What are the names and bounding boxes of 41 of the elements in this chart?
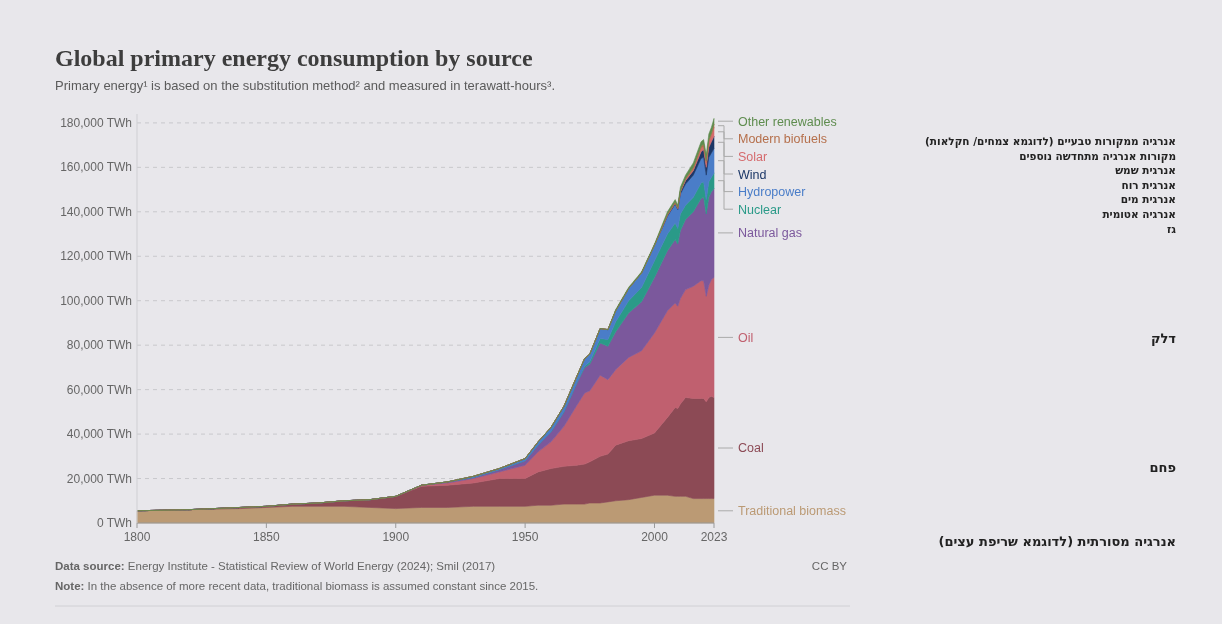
y-tick-label: 60,000 TWh — [66, 382, 132, 397]
text: Wind — [738, 167, 767, 182]
source-note: Data source: Energy Institute - Statistical Review of World Energy (2024); Smil (2017) — [55, 560, 496, 572]
text: מקורות אנרגיה מתחדשה נוספים — [1019, 149, 1176, 163]
x-tick-label: 2023 — [700, 530, 728, 544]
y-tick-label: 160,000 TWh — [60, 160, 132, 175]
x-tick-label: 1950 — [511, 530, 539, 544]
series-label: Coal — [738, 441, 764, 456]
text: אנרגית שמש — [1115, 164, 1176, 177]
text: פחם — [1149, 460, 1176, 475]
text: Solar — [738, 149, 768, 164]
text: אנרגיה אטומית — [1102, 208, 1176, 220]
y-tick-label: 80,000 TWh — [66, 338, 132, 353]
series-label: Other renewables — [738, 114, 837, 129]
text: Note: In the absence of more recent data, traditional biomass is assumed constant since 2015. — [55, 580, 539, 592]
text: CC BY — [811, 560, 848, 572]
text: אנרגית מים — [1120, 193, 1176, 206]
x-tick-label: 1800 — [123, 530, 151, 544]
y-tick-label: 140,000 TWh — [60, 204, 132, 219]
x-tick-label: 2000 — [641, 530, 669, 544]
text: גז — [1167, 222, 1177, 235]
x-tick-label: 1850 — [253, 530, 281, 544]
series-label: Modern biofuels — [738, 132, 827, 147]
chart-subtitle: Primary energy¹ is based on the substitution method² and measured in terawatt-hours³. — [55, 78, 556, 93]
y-tick-label: 180,000 TWh — [60, 115, 132, 130]
text: Nuclear — [738, 202, 782, 217]
chart-title: Global primary energy consumption by source — [55, 45, 533, 71]
y-tick-label: 100,000 TWh — [60, 293, 132, 308]
text: דלק — [1150, 331, 1177, 346]
text: אנרגיה מסורתית (לדוגמא שריפת עצים) — [938, 534, 1176, 549]
text: Hydropower — [738, 185, 806, 200]
series-label: Natural gas — [738, 226, 802, 241]
x-tick-label: 1900 — [382, 530, 410, 544]
text: אנרגיה ממקורות טבעיים (לדוגמא צמחים/ חקלאות) — [925, 135, 1176, 148]
series-label: Traditional biomass — [738, 504, 846, 519]
text: אנרגית רוח — [1121, 178, 1176, 191]
series-label: Oil — [738, 330, 754, 345]
y-tick-label: 0 TWh — [96, 516, 132, 530]
y-tick-label: 120,000 TWh — [60, 249, 132, 264]
y-tick-label: 20,000 TWh — [66, 471, 132, 486]
y-tick-label: 40,000 TWh — [66, 427, 132, 442]
